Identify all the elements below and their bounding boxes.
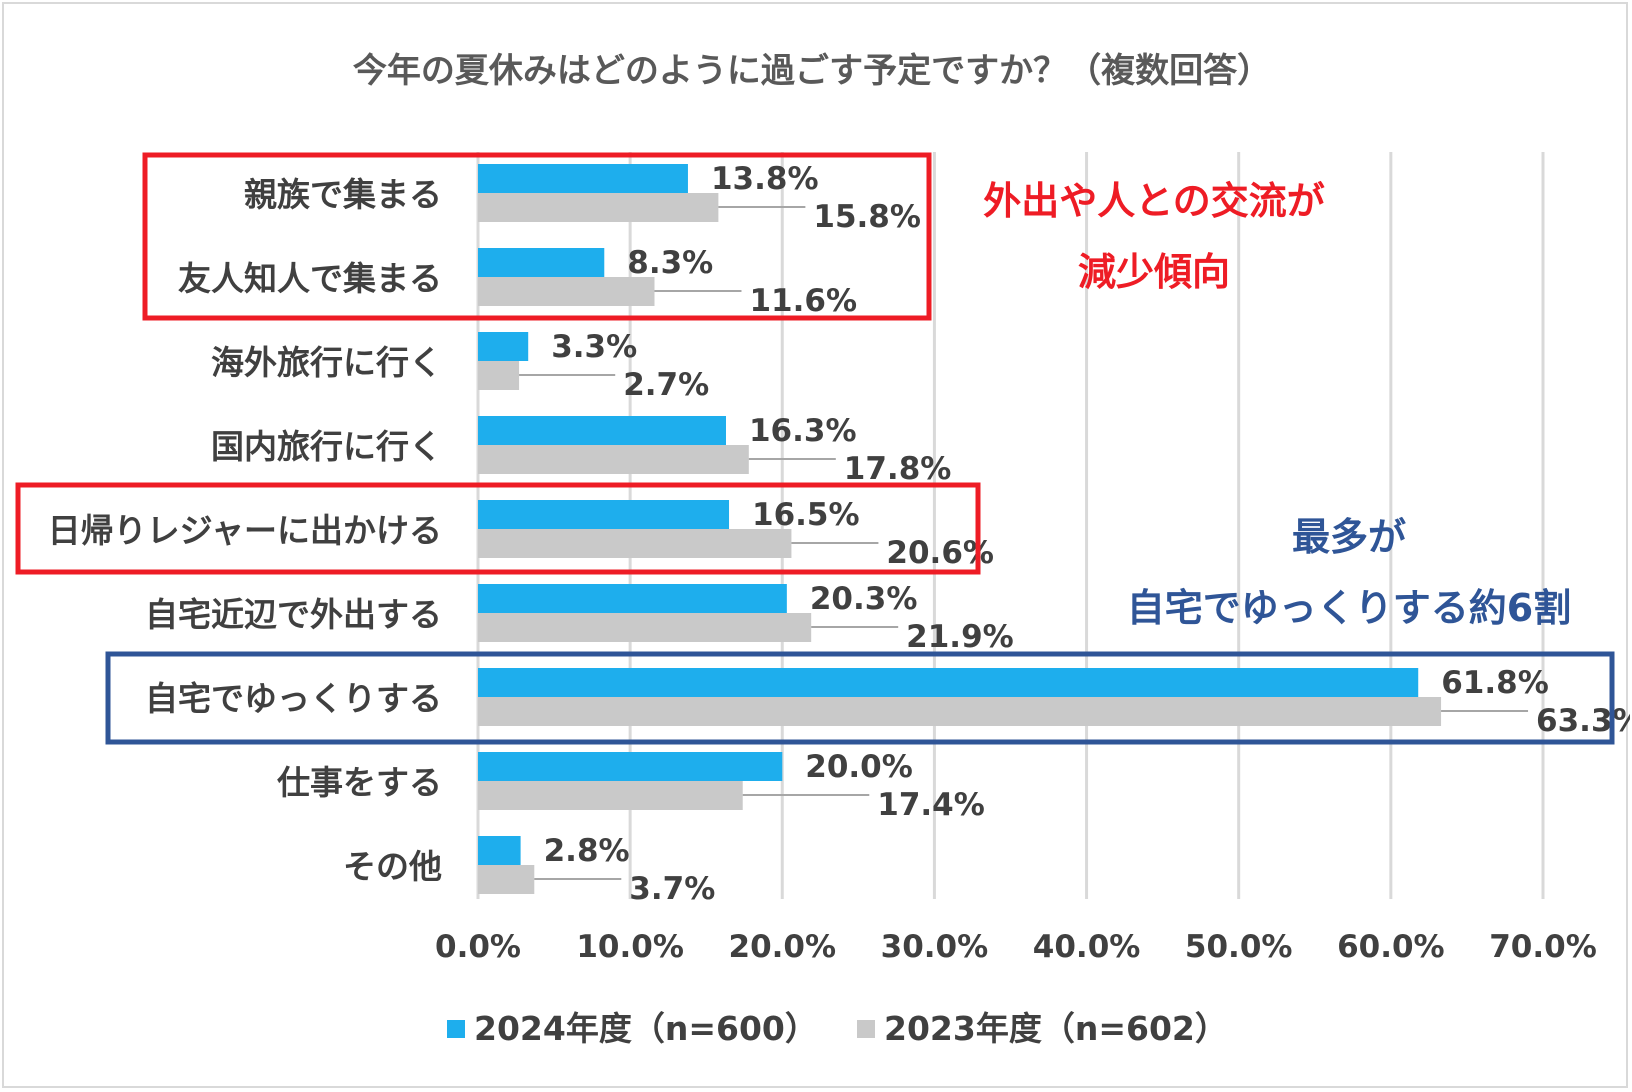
category-label: 親族で集まる bbox=[244, 175, 442, 214]
data-label-2023: 17.8% bbox=[844, 451, 952, 487]
red-note-line2: 減少傾向 bbox=[1078, 250, 1230, 294]
red-note-line1: 外出や人との交流が bbox=[983, 179, 1325, 223]
highlight-box-day-trip bbox=[15, 482, 981, 575]
category-label: 国内旅行に行く bbox=[211, 427, 442, 466]
blue-note-line1: 最多が bbox=[1292, 515, 1406, 559]
highlight-box-gatherings bbox=[142, 152, 932, 321]
data-label-2023: 15.8% bbox=[813, 199, 921, 235]
data-label-2023: 3.7% bbox=[629, 871, 715, 907]
x-tick-label: 10.0% bbox=[576, 929, 684, 965]
legend-label-2024: 2024年度（n=600） bbox=[474, 1009, 818, 1048]
data-label-2024: 13.8% bbox=[711, 161, 819, 197]
data-label-2023: 2.7% bbox=[623, 367, 709, 403]
bar-2023 bbox=[478, 697, 1442, 726]
data-label-2023: 21.9% bbox=[906, 619, 1014, 655]
bars: 13.8%15.8% 8.3% 11.6% 3.3%2.7% 16.3%17.8% 16.… bbox=[478, 161, 1630, 907]
bar-2023 bbox=[478, 529, 792, 558]
category-label: 日帰りレジャーに出かける bbox=[48, 511, 442, 550]
bar-2024 bbox=[478, 500, 730, 529]
legend-label-2023: 2023年度（n=602） bbox=[884, 1009, 1228, 1048]
data-label-2024: 8.3% bbox=[627, 245, 713, 281]
x-tick-label: 0.0% bbox=[435, 929, 521, 965]
data-label-2023: 11.6% bbox=[749, 283, 857, 319]
x-tick-label: 40.0% bbox=[1033, 929, 1141, 965]
chart-title: 今年の夏休みはどのように過ごす予定ですか？（複数回答） bbox=[353, 51, 1271, 91]
data-label-2023: 17.4% bbox=[877, 787, 985, 823]
x-axis-ticks: 0.0% 10.0% 20.0% 30.0% 40.0% 50.0% 60.0% 70.0% bbox=[435, 929, 1597, 965]
x-tick-label: 30.0% bbox=[881, 929, 989, 965]
bar-2023 bbox=[478, 613, 812, 642]
x-tick-label: 20.0% bbox=[729, 929, 837, 965]
bar-2024 bbox=[478, 248, 605, 277]
bar-2023 bbox=[478, 865, 535, 894]
bar-chart: 今年の夏休みはどのように過ごす予定ですか？（複数回答） 13.8%15.8% 8.… bbox=[15, 51, 1630, 1048]
legend-swatch-2023 bbox=[857, 1020, 875, 1038]
bar-2024 bbox=[478, 752, 783, 781]
blue-note-line2: 自宅でゆっくりする約6割 bbox=[1127, 586, 1571, 630]
x-tick-label: 60.0% bbox=[1337, 929, 1445, 965]
bar-2023 bbox=[478, 445, 749, 474]
x-tick-label: 70.0% bbox=[1489, 929, 1597, 965]
category-label: 仕事をする bbox=[277, 763, 442, 802]
bar-2023 bbox=[478, 781, 743, 810]
data-label-2023: 63.3% bbox=[1536, 703, 1630, 739]
data-label-2024: 2.8% bbox=[544, 833, 630, 869]
category-label: 自宅近辺で外出する bbox=[145, 595, 442, 634]
category-label: 自宅でゆっくりする bbox=[145, 679, 442, 718]
bar-2024 bbox=[478, 164, 688, 193]
x-tick-label: 50.0% bbox=[1185, 929, 1293, 965]
data-label-2024: 20.3% bbox=[810, 581, 918, 617]
bar-2024 bbox=[478, 584, 787, 613]
legend-swatch-2024 bbox=[447, 1020, 465, 1038]
data-label-2024: 16.3% bbox=[749, 413, 857, 449]
data-label-2024: 16.5% bbox=[752, 497, 860, 533]
bar-2024 bbox=[478, 332, 529, 361]
category-label: 海外旅行に行く bbox=[211, 343, 442, 382]
bar-2024 bbox=[478, 668, 1419, 697]
highlight-box-stay-home bbox=[105, 651, 1615, 745]
bar-2024 bbox=[478, 836, 521, 865]
category-label: 友人知人で集まる bbox=[178, 259, 442, 298]
gridlines bbox=[476, 152, 1545, 899]
bar-2024 bbox=[478, 416, 726, 445]
bar-2023 bbox=[478, 193, 719, 222]
bar-2023 bbox=[478, 277, 655, 306]
category-label: その他 bbox=[343, 847, 442, 886]
category-labels: 親族で集まる友人知人で集まる海外旅行に行く国内旅行に行く日帰りレジャーに出かける… bbox=[48, 175, 442, 886]
data-label-2024: 3.3% bbox=[551, 329, 637, 365]
bar-2023 bbox=[478, 361, 520, 390]
data-label-2024: 61.8% bbox=[1441, 665, 1549, 701]
data-label-2024: 20.0% bbox=[805, 749, 913, 785]
